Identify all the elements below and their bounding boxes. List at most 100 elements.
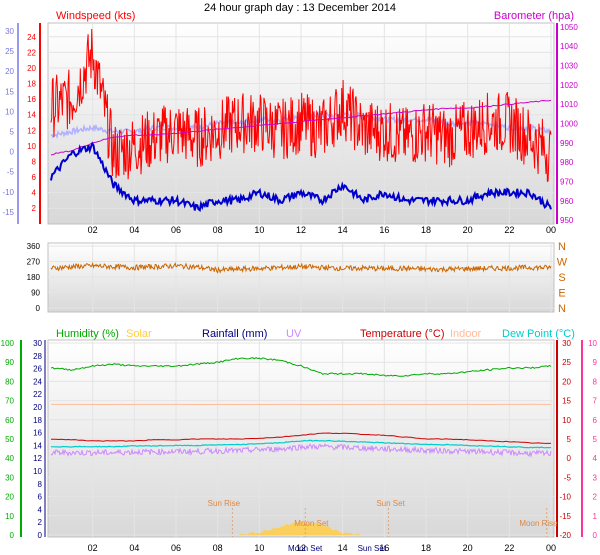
uv-y-tick: 6 <box>593 416 598 425</box>
rain-y-tick: 26 <box>33 365 42 374</box>
series-gust-line <box>50 28 552 183</box>
x-tick-label-temp: 02 <box>88 543 98 553</box>
x-tick-label-temp: 16 <box>379 543 389 553</box>
sun-moon-annotation: Sun Set <box>376 499 405 508</box>
x-extra-moonset: Moon Set <box>288 544 323 553</box>
humidity-y-tick: 80 <box>5 377 14 386</box>
temp-y-tick: 25 <box>562 358 571 367</box>
uv-y-tick: 3 <box>593 473 598 482</box>
dir-compass-label: E <box>558 288 565 300</box>
uv-y-tick: 0 <box>593 531 598 540</box>
rain-y-tick: 8 <box>38 480 43 489</box>
x-tick-label-wind: 22 <box>504 225 514 235</box>
wind-y-tick: 2 <box>32 204 37 213</box>
wind-y-tick: 20 <box>27 64 36 73</box>
dir-y-tick: 270 <box>27 258 41 267</box>
x-tick-label-wind: 06 <box>171 225 181 235</box>
humidity-y-tick: 50 <box>5 435 14 444</box>
series-humidity-line <box>50 357 552 377</box>
temp-y-tick: 20 <box>562 377 571 386</box>
dir-y-tick: 360 <box>27 242 41 251</box>
wind-temp-y-tick: 10 <box>5 107 14 116</box>
uv-y-tick: 4 <box>593 454 598 463</box>
baro-y-tick: 1020 <box>560 81 578 90</box>
rain-y-tick: 10 <box>33 467 42 476</box>
x-tick-label-temp: 00 <box>546 543 556 553</box>
wind-temp-y-tick: 15 <box>5 87 14 96</box>
x-tick-label-temp: 12 <box>296 543 306 553</box>
humidity-y-tick: 10 <box>5 512 14 521</box>
wind-y-tick: 4 <box>32 189 37 198</box>
wind-temp-y-tick: -15 <box>2 208 14 217</box>
dir-y-tick: 180 <box>27 273 41 282</box>
sun-moon-annotation: Sun Rise <box>208 499 241 508</box>
temp-y-tick: 0 <box>567 454 572 463</box>
baro-y-tick: 990 <box>560 139 574 148</box>
baro-y-tick: 1030 <box>560 62 578 71</box>
rain-y-tick: 4 <box>38 505 43 514</box>
x-tick-label-wind: 14 <box>338 225 348 235</box>
legend-entry: Humidity (%) <box>56 328 119 340</box>
rain-y-tick: 2 <box>38 518 43 527</box>
baro-y-tick: 1040 <box>560 42 578 51</box>
rain-y-tick: 12 <box>33 454 42 463</box>
wind-temp-y-tick: 25 <box>5 47 14 56</box>
rain-y-tick: 30 <box>33 339 42 348</box>
x-tick-label-wind: 02 <box>88 225 98 235</box>
humidity-y-tick: 60 <box>5 416 14 425</box>
legend-entry: Indoor <box>450 328 482 340</box>
x-tick-label-temp: 10 <box>254 543 264 553</box>
x-tick-label-temp: 20 <box>463 543 473 553</box>
rain-y-tick: 6 <box>38 493 43 502</box>
sun-moon-annotation: Moon Rise <box>519 519 558 528</box>
x-tick-label-wind: 20 <box>463 225 473 235</box>
wind-temp-y-tick: 5 <box>10 128 15 137</box>
temp-y-tick: -20 <box>559 531 571 540</box>
x-tick-label-wind: 12 <box>296 225 306 235</box>
baro-ylabel: Barometer (hpa) <box>494 10 574 22</box>
wind-y-tick: 10 <box>27 142 36 151</box>
humidity-y-tick: 0 <box>10 531 15 540</box>
uv-y-tick: 10 <box>588 339 597 348</box>
x-tick-label-temp: 14 <box>338 543 348 553</box>
series-uv-noise-line <box>50 443 552 458</box>
baro-y-tick: 950 <box>560 216 574 225</box>
wind-y-tick: 14 <box>27 111 36 120</box>
dir-y-tick: 0 <box>36 304 41 313</box>
humidity-y-tick: 40 <box>5 454 14 463</box>
baro-y-tick: 1050 <box>560 23 578 32</box>
dir-compass-label: W <box>557 257 568 269</box>
x-extra-sunset: Sun Set <box>358 544 387 553</box>
legend-entry: Dew Point (°C) <box>502 328 575 340</box>
wind-y-tick: 24 <box>27 33 36 42</box>
rain-y-tick: 22 <box>33 390 42 399</box>
baro-y-tick: 980 <box>560 158 574 167</box>
baro-y-tick: 970 <box>560 177 574 186</box>
temp-y-tick: 15 <box>562 397 571 406</box>
x-tick-label-temp: 04 <box>129 543 139 553</box>
baro-y-tick: 1010 <box>560 100 578 109</box>
series-dewpoint-line <box>50 439 552 449</box>
uv-y-tick: 8 <box>593 377 598 386</box>
x-tick-label-wind: 16 <box>379 225 389 235</box>
wind-temp-y-tick: 20 <box>5 67 14 76</box>
x-tick-label-temp: 06 <box>171 543 181 553</box>
temp-y-tick: 10 <box>562 416 571 425</box>
wind-temp-y-tick: -5 <box>7 168 15 177</box>
rain-y-tick: 14 <box>33 441 42 450</box>
rain-y-tick: 16 <box>33 429 42 438</box>
wind-temp-y-tick: 30 <box>5 27 14 36</box>
uv-y-tick: 2 <box>593 493 598 502</box>
temp-y-tick: -10 <box>559 493 571 502</box>
rain-y-tick: 0 <box>38 531 43 540</box>
dir-compass-label: N <box>558 303 566 315</box>
humidity-y-tick: 90 <box>5 358 14 367</box>
wind-y-tick: 12 <box>27 126 36 135</box>
uv-y-tick: 5 <box>593 435 598 444</box>
legend-entry: UV <box>286 328 302 340</box>
x-tick-label-temp: 18 <box>421 543 431 553</box>
wind-temp-y-tick: -10 <box>2 188 14 197</box>
humidity-y-tick: 20 <box>5 493 14 502</box>
dir-compass-label: S <box>558 272 565 284</box>
